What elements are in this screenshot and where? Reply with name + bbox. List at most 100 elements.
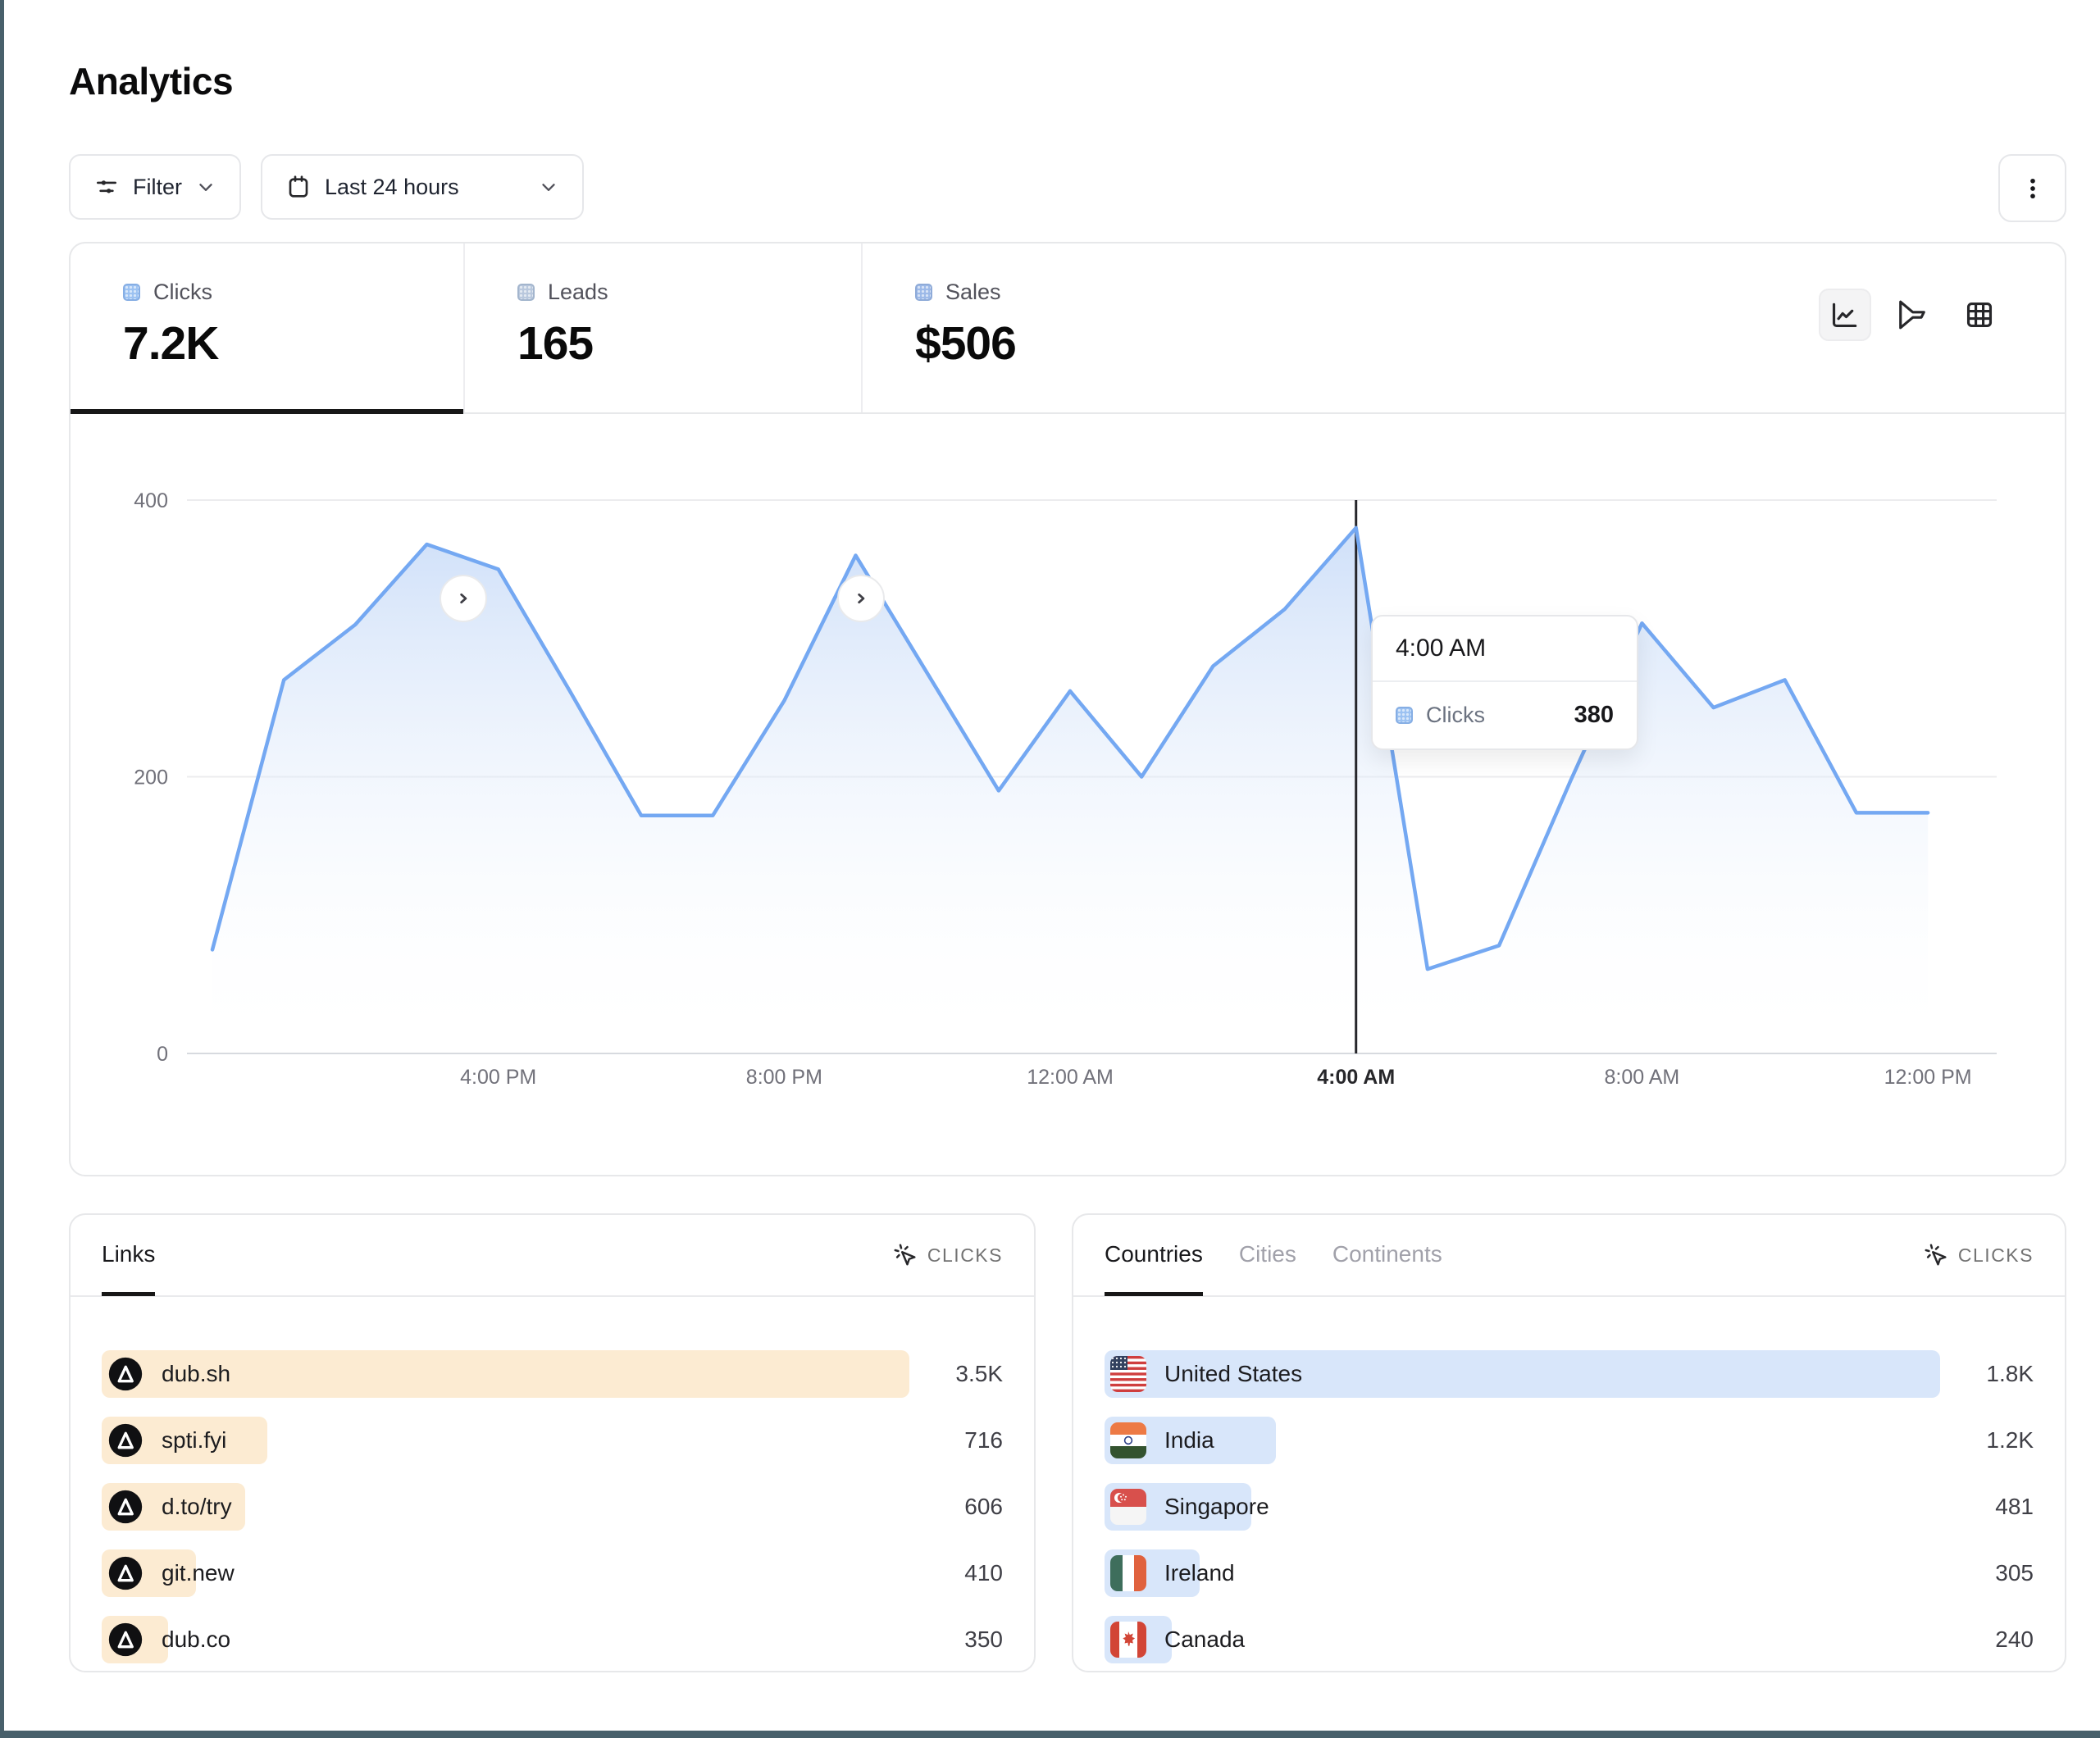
chart-tooltip: 4:00 AM Clicks 380 — [1371, 615, 1638, 750]
mouse-pointer-click-icon — [1924, 1243, 1948, 1267]
country-row[interactable]: Ireland 305 — [1105, 1549, 2034, 1597]
sales-legend-square — [915, 284, 932, 301]
tooltip-time: 4:00 AM — [1373, 616, 1637, 682]
leads-stat-label: Leads — [548, 280, 608, 304]
svg-text:0: 0 — [157, 1043, 168, 1066]
tab-cities[interactable]: Cities — [1238, 1240, 1296, 1267]
stat-tab-sales[interactable]: Sales $506 — [861, 243, 1353, 412]
links-metric-label: CLICKS — [927, 1244, 1003, 1266]
tooltip-legend-square — [1396, 707, 1413, 724]
country-row-value: 305 — [1995, 1560, 2034, 1586]
filter-button[interactable]: Filter — [69, 154, 241, 220]
links-panel-header: Links CLICKS — [71, 1215, 1034, 1297]
filter-button-label: Filter — [133, 174, 182, 199]
link-row-label: dub.co — [162, 1627, 231, 1652]
tooltip-series-label: Clicks — [1426, 703, 1485, 727]
link-row-value: 3.5K — [955, 1361, 1003, 1386]
svg-text:8:00 PM: 8:00 PM — [746, 1066, 822, 1089]
tab-countries[interactable]: Countries — [1105, 1216, 1203, 1296]
mouse-pointer-click-icon — [893, 1243, 918, 1267]
svg-text:4:00 AM: 4:00 AM — [1317, 1066, 1395, 1089]
country-row[interactable]: United States 1.8K — [1105, 1350, 2034, 1398]
link-row-value: 350 — [964, 1627, 1003, 1652]
dub-logo-icon — [108, 1556, 143, 1590]
countries-panel: Countries Cities Continents CLICKS Unite… — [1072, 1213, 2066, 1672]
countries-metric-label: CLICKS — [1957, 1244, 2034, 1266]
kebab-menu-icon — [2019, 175, 2047, 202]
link-row[interactable]: dub.co 350 — [102, 1616, 1003, 1663]
countries-metric-selector[interactable]: CLICKS — [1924, 1243, 2034, 1267]
stats-row: Clicks 7.2K Leads 165 Sales $506 — [71, 243, 2065, 622]
link-row[interactable]: d.to/try 606 — [102, 1483, 1003, 1531]
stat-tab-leads[interactable]: Leads 165 — [463, 243, 861, 412]
svg-text:4:00 PM: 4:00 PM — [460, 1066, 536, 1089]
tooltip-value: 380 — [1574, 702, 1614, 728]
link-row-value: 410 — [964, 1560, 1003, 1586]
link-row-label: spti.fyi — [162, 1427, 227, 1453]
country-row[interactable]: Canada 240 — [1105, 1616, 2034, 1663]
link-row-label: dub.sh — [162, 1361, 231, 1386]
window-edge-bottom — [0, 1731, 2100, 1738]
page-title: Analytics — [69, 60, 234, 102]
stat-expand-chevron-button[interactable] — [440, 575, 487, 622]
canada-flag-icon — [1110, 1622, 1146, 1658]
links-rows: dub.sh 3.5K spti.fyi 716 d.to/try 606 git.new 4… — [71, 1350, 1034, 1682]
chevron-down-icon — [538, 176, 559, 198]
leads-stat-value: 165 — [517, 317, 594, 370]
table-view-toggle-button[interactable] — [1953, 289, 2006, 341]
country-row-label: Canada — [1164, 1627, 1246, 1652]
link-row[interactable]: dub.sh 3.5K — [102, 1350, 1003, 1398]
clicks-area-chart[interactable]: 0 200 400 4:00 PM 8:00 PM 12:00 AM 4:00 AM 8:00… — [0, 459, 2100, 1123]
stat-tab-clicks[interactable]: Clicks 7.2K — [71, 243, 463, 414]
country-row-value: 481 — [1995, 1494, 2034, 1519]
country-row[interactable]: India 1.2K — [1105, 1417, 2034, 1464]
line-chart-icon — [1829, 299, 1861, 330]
leads-legend-square — [517, 284, 535, 301]
svg-text:12:00 PM: 12:00 PM — [1884, 1066, 1972, 1089]
country-row-value: 1.8K — [1986, 1361, 2034, 1386]
date-range-button[interactable]: Last 24 hours — [261, 154, 584, 220]
funnel-chart-toggle-button[interactable] — [1886, 289, 1938, 341]
svg-text:400: 400 — [134, 489, 168, 512]
stat-expand-chevron-button[interactable] — [837, 575, 885, 622]
dub-logo-icon — [108, 1357, 143, 1391]
clicks-legend-square — [123, 284, 140, 301]
chevron-down-icon — [195, 176, 216, 198]
window-edge-left — [0, 0, 4, 1738]
country-row-label: India — [1164, 1427, 1214, 1453]
singapore-flag-icon — [1110, 1489, 1146, 1525]
more-options-button[interactable] — [1998, 154, 2066, 222]
filter-lines-icon — [93, 174, 120, 200]
dub-logo-icon — [108, 1423, 143, 1458]
link-row[interactable]: git.new 410 — [102, 1549, 1003, 1597]
date-range-label: Last 24 hours — [325, 174, 459, 199]
tab-continents[interactable]: Continents — [1332, 1240, 1442, 1267]
svg-text:8:00 AM: 8:00 AM — [1605, 1066, 1680, 1089]
svg-text:12:00 AM: 12:00 AM — [1027, 1066, 1114, 1089]
tab-links[interactable]: Links — [102, 1216, 156, 1296]
link-row-value: 606 — [964, 1494, 1003, 1519]
countries-rows: United States 1.8K India 1.2K Singapore 481 Ir… — [1073, 1350, 2065, 1682]
table-grid-icon — [1964, 299, 1995, 330]
link-row-label: d.to/try — [162, 1494, 232, 1519]
link-row-value: 716 — [964, 1427, 1003, 1453]
country-row[interactable]: Singapore 481 — [1105, 1483, 2034, 1531]
dub-logo-icon — [108, 1490, 143, 1524]
india-flag-icon — [1110, 1422, 1146, 1458]
country-row-label: Singapore — [1164, 1494, 1269, 1519]
links-panel: Links CLICKS dub.sh 3.5K spti.fyi 716 d.to/t… — [69, 1213, 1036, 1672]
dub-logo-icon — [108, 1622, 143, 1657]
sales-stat-label: Sales — [945, 280, 1001, 304]
chart-type-toggle-group — [1819, 289, 2006, 341]
links-metric-selector[interactable]: CLICKS — [893, 1243, 1003, 1267]
link-row[interactable]: spti.fyi 716 — [102, 1417, 1003, 1464]
clicks-stat-value: 7.2K — [123, 317, 219, 370]
country-row-label: Ireland — [1164, 1560, 1235, 1586]
calendar-icon — [285, 174, 312, 200]
active-tab-underline — [71, 409, 463, 414]
clicks-stat-label: Clicks — [153, 280, 212, 304]
us-flag-icon — [1110, 1356, 1146, 1392]
country-row-bar — [1105, 1350, 1940, 1398]
line-chart-toggle-button[interactable] — [1819, 289, 1871, 341]
